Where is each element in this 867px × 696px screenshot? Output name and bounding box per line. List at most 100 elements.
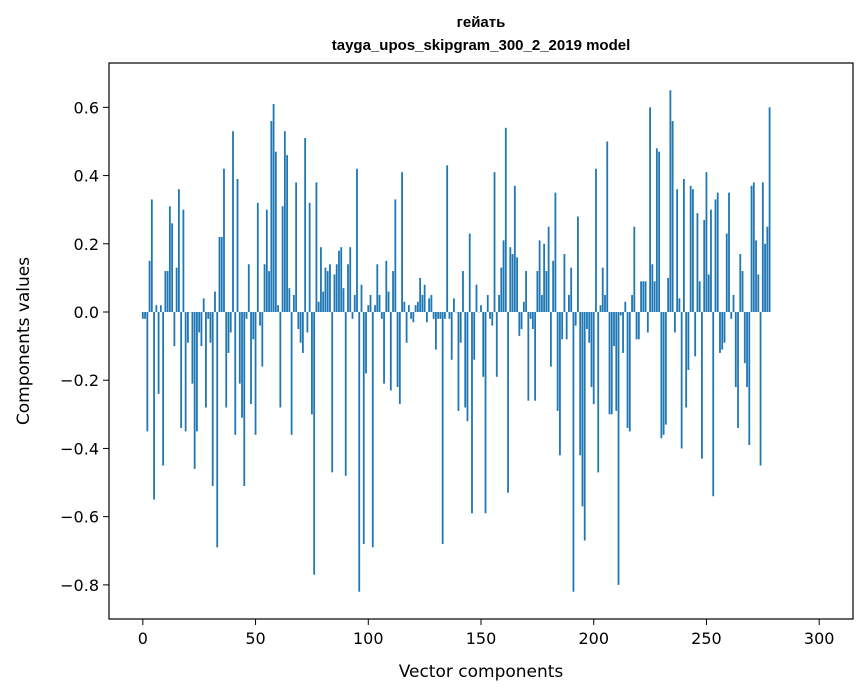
y-tick-label: 0.0 xyxy=(74,303,99,322)
x-axis-label: Vector components xyxy=(399,662,564,682)
bar xyxy=(414,305,417,312)
bar xyxy=(592,312,595,405)
bar xyxy=(486,294,489,313)
y-tick-label: 0.2 xyxy=(74,235,99,254)
bar xyxy=(202,298,205,312)
bar xyxy=(288,288,291,313)
bar xyxy=(559,312,561,456)
bar xyxy=(453,298,455,312)
bar xyxy=(457,312,460,411)
bar xyxy=(198,312,201,333)
x-tick-label: 250 xyxy=(691,629,722,648)
bar xyxy=(268,271,270,312)
bar xyxy=(504,127,507,313)
bar xyxy=(401,172,403,312)
bar xyxy=(403,301,406,312)
bar xyxy=(153,312,155,500)
bar xyxy=(631,294,633,313)
bar xyxy=(489,312,491,319)
bar xyxy=(371,312,374,548)
bar xyxy=(261,312,264,367)
bar xyxy=(362,312,365,544)
bar xyxy=(351,312,354,319)
x-tick-label: 0 xyxy=(138,629,148,648)
bar xyxy=(660,312,663,439)
x-tick-label: 150 xyxy=(466,629,497,648)
bar xyxy=(250,312,252,405)
bar xyxy=(365,312,367,374)
y-tick-label: −0.2 xyxy=(60,371,99,390)
bar xyxy=(311,312,313,415)
bar xyxy=(554,192,557,313)
bar xyxy=(556,312,559,411)
bar xyxy=(613,312,615,347)
y-axis-label: Components values xyxy=(14,257,34,425)
bar xyxy=(295,182,298,313)
bar xyxy=(610,312,613,415)
bar xyxy=(683,178,685,313)
bar xyxy=(304,138,307,312)
bar xyxy=(669,90,672,313)
bar xyxy=(356,168,358,312)
bar xyxy=(552,260,555,313)
bar xyxy=(342,288,345,313)
bar xyxy=(207,312,210,319)
bar xyxy=(243,312,246,486)
bar xyxy=(209,312,212,343)
bar xyxy=(439,312,442,319)
bar xyxy=(637,312,640,340)
bar xyxy=(719,312,721,353)
bar xyxy=(687,312,690,370)
bar xyxy=(200,312,203,347)
bar xyxy=(358,312,361,592)
bar xyxy=(223,168,225,312)
bar xyxy=(236,178,239,313)
bar xyxy=(563,254,566,313)
bar xyxy=(664,312,667,425)
bar xyxy=(520,312,523,330)
bar xyxy=(545,271,548,312)
bar xyxy=(168,206,171,312)
bar xyxy=(263,264,266,312)
bar xyxy=(394,199,397,312)
bar xyxy=(299,312,302,343)
bar xyxy=(651,264,654,312)
bar xyxy=(256,202,259,312)
bar xyxy=(473,312,476,360)
bar xyxy=(254,312,257,435)
bar xyxy=(748,312,751,446)
bar xyxy=(513,185,516,313)
bar xyxy=(606,141,609,312)
x-tick-label: 100 xyxy=(353,629,384,648)
bar xyxy=(644,281,647,313)
bar xyxy=(721,312,724,350)
bar xyxy=(482,312,485,377)
bar xyxy=(743,312,746,364)
bar xyxy=(322,291,325,313)
bar xyxy=(531,312,534,330)
chart-subtitle: tayga_upos_skipgram_300_2_2019 model xyxy=(332,37,631,54)
bar xyxy=(317,301,320,312)
bar xyxy=(335,264,338,312)
bar xyxy=(716,192,719,313)
bar xyxy=(678,298,681,312)
bar xyxy=(419,277,422,313)
bar xyxy=(360,284,363,313)
bar xyxy=(385,260,388,313)
bar xyxy=(141,312,144,319)
bar xyxy=(441,312,444,544)
bar xyxy=(622,312,624,353)
bar xyxy=(628,312,631,432)
bar xyxy=(421,294,424,313)
bar xyxy=(214,291,216,313)
bar xyxy=(247,264,250,312)
bar xyxy=(581,312,584,507)
chart-title: гейать xyxy=(457,14,506,31)
bar xyxy=(144,312,146,319)
bar xyxy=(164,271,167,312)
bar xyxy=(232,131,234,313)
x-tick-label: 300 xyxy=(804,629,835,648)
bar xyxy=(290,312,293,435)
bar xyxy=(398,312,401,405)
